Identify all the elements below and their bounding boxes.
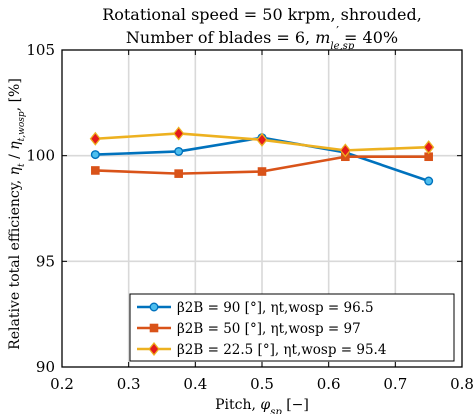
y-tick-label: 100 xyxy=(26,147,55,165)
series-layer xyxy=(89,126,435,186)
x-tick-label: 0.5 xyxy=(250,375,274,393)
chart-title: Rotational speed = 50 krpm, shrouded, Nu… xyxy=(102,5,422,52)
data-point-3 xyxy=(339,143,351,158)
y-tick-label: 95 xyxy=(36,252,55,270)
data-point-1 xyxy=(90,150,100,160)
x-tick-label: 0.3 xyxy=(117,375,141,393)
legend-box xyxy=(129,293,455,362)
legend-swatch-marker-3 xyxy=(148,341,160,357)
x-tick-label: 0.2 xyxy=(50,375,74,393)
x-tick-label: 0.6 xyxy=(317,375,341,393)
y-tick-label: 105 xyxy=(26,41,55,59)
data-point-3 xyxy=(173,126,185,141)
legend-label-1: β2B = 90 [°], ηt,wosp = 96.5 xyxy=(177,300,374,316)
data-point-1 xyxy=(174,146,184,156)
axis-labels: Pitch, φsp [−] Relative total efficiency… xyxy=(7,78,309,417)
data-point-2 xyxy=(257,167,267,176)
data-point-1 xyxy=(424,176,434,186)
x-tick-label: 0.7 xyxy=(383,375,407,393)
y-tick-label: 90 xyxy=(36,358,55,376)
legend-label-2: β2B = 50 [°], ηt,wosp = 97 xyxy=(177,321,361,337)
data-point-2 xyxy=(91,166,100,175)
data-point-3 xyxy=(256,132,268,147)
data-point-3 xyxy=(89,131,101,146)
chart-title-line-1: Rotational speed = 50 krpm, shrouded, xyxy=(102,5,422,24)
data-point-2 xyxy=(174,169,183,178)
data-point-3 xyxy=(423,140,435,155)
x-tick-label: 0.8 xyxy=(450,375,474,393)
legend-swatch-marker-1 xyxy=(149,302,159,312)
axes xyxy=(61,49,463,368)
tick-labels: 0.2 0.3 0.4 0.5 0.6 0.7 0.8 90 95 100 105 xyxy=(26,41,474,393)
legend-label-3: β2B = 22.5 [°], ηt,wosp = 95.4 xyxy=(177,342,386,358)
legend: β2B = 90 [°], ηt,wosp = 96.5 β2B = 50 [°]… xyxy=(129,293,455,362)
legend-swatch-marker-2 xyxy=(149,323,159,333)
x-tick-label: 0.4 xyxy=(183,375,207,393)
chart-title-line-2: Number of blades = 6, mle,sp′ = 40% xyxy=(126,24,398,52)
y-axis-label: Relative total efficiency, ηt / ηt,wosp,… xyxy=(7,78,27,350)
x-axis-label: Pitch, φsp [−] xyxy=(215,397,309,414)
